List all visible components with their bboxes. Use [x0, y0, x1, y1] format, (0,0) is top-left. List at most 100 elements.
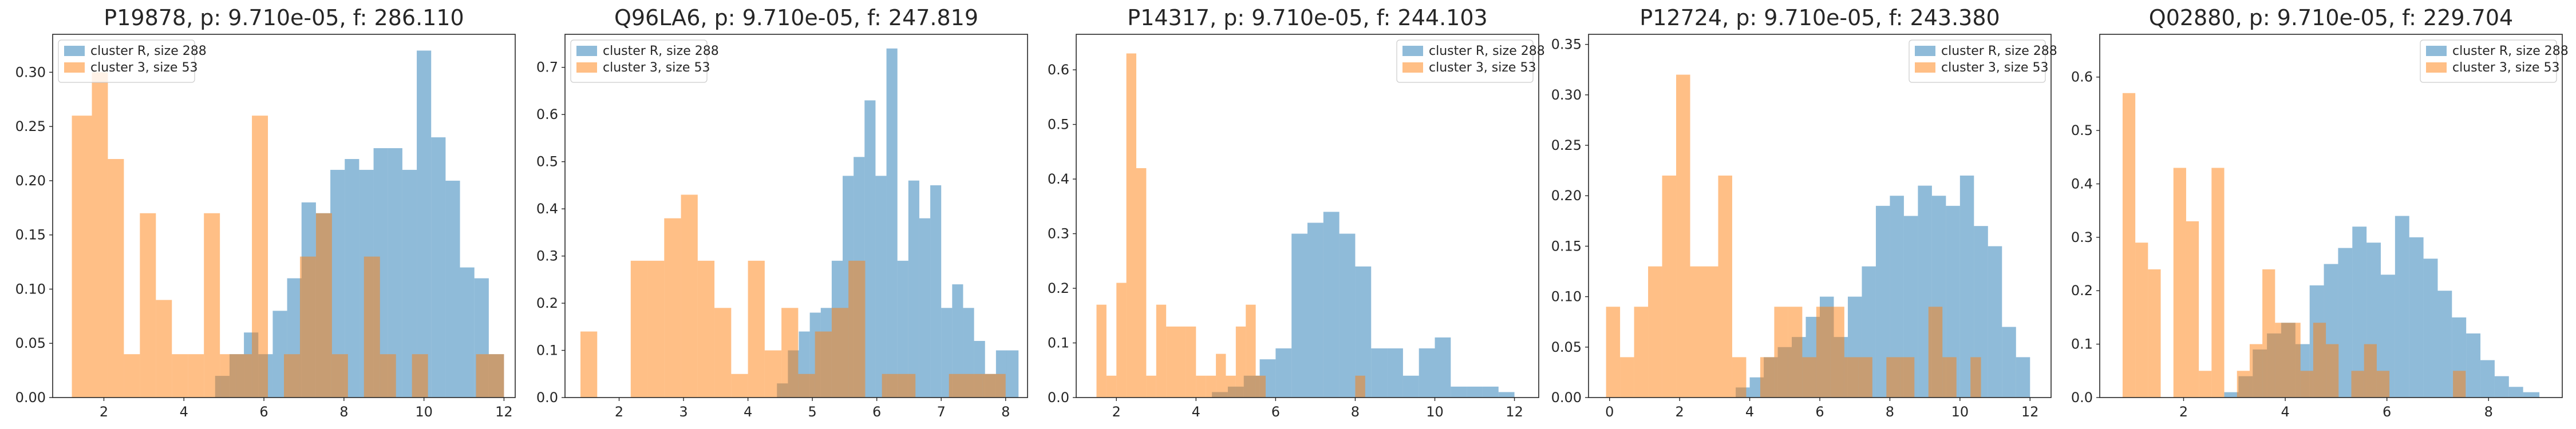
- y-tick-label: 0.15: [1551, 238, 1582, 254]
- x-tick-label: 12: [2021, 404, 2039, 420]
- histogram-bar: [140, 213, 156, 398]
- histogram-bar: [1387, 348, 1403, 398]
- histogram-bar: [1662, 175, 1677, 398]
- y-tick-label: 0.10: [1551, 289, 1582, 305]
- histogram-bar: [2275, 323, 2288, 398]
- histogram-bar: [2224, 392, 2239, 398]
- histogram-bar: [1006, 350, 1019, 398]
- histogram-bar: [2409, 237, 2424, 398]
- histogram-bar: [2122, 93, 2136, 398]
- histogram-bar: [412, 354, 428, 398]
- x-tick-label: 8: [339, 404, 348, 420]
- histogram-bar: [1718, 175, 1732, 398]
- y-tick-label: 0.3: [536, 248, 558, 264]
- x-tick-label: 4: [180, 404, 188, 420]
- plot-frame: [52, 34, 516, 398]
- histogram-bar: [417, 50, 432, 398]
- histogram-bar: [1096, 304, 1107, 398]
- histogram-bar: [1844, 357, 1859, 398]
- y-tick-label: 0.20: [1551, 188, 1582, 204]
- histogram-bar: [1816, 307, 1831, 398]
- legend-box: [58, 39, 195, 83]
- x-tick-label: 8: [1351, 404, 1360, 420]
- histogram-bar: [252, 116, 268, 398]
- legend: cluster R, size 288 cluster 3, size 53: [1909, 39, 2057, 83]
- y-tick-label: 0.3: [2071, 229, 2093, 245]
- series-cluster-3: [1096, 53, 1365, 398]
- histogram-bar: [630, 260, 648, 398]
- histogram-bar: [1451, 386, 1467, 398]
- y-tick-label: 0.7: [536, 59, 558, 76]
- histogram-bar: [156, 300, 172, 398]
- histogram-bar: [1704, 266, 1718, 398]
- histogram-bar: [1788, 307, 1803, 398]
- histogram-bar: [2199, 371, 2212, 398]
- histogram-bar: [1106, 375, 1117, 398]
- x-tick-label: 6: [259, 404, 268, 420]
- y-tick-label: 0.6: [2071, 69, 2093, 85]
- y-tick-label: 0.6: [1048, 62, 1069, 78]
- histogram-bar: [965, 374, 983, 398]
- histogram-bar: [1196, 375, 1206, 398]
- histogram-bar: [1732, 357, 1747, 398]
- histogram-bar: [1760, 357, 1775, 398]
- histogram-bar: [124, 354, 140, 398]
- histogram-bar: [952, 284, 963, 398]
- x-tick-label: 8: [1001, 404, 1010, 420]
- histogram-bar: [1186, 326, 1196, 398]
- histogram-bar: [445, 180, 460, 398]
- legend: cluster R, size 288 cluster 3, size 53: [58, 39, 207, 83]
- legend-label: cluster R, size 288: [1941, 44, 2057, 58]
- histogram-bar: [172, 354, 188, 398]
- y-tick-label: 0.4: [536, 201, 558, 217]
- histogram-bar: [1206, 375, 1216, 398]
- legend-swatch: [64, 62, 85, 73]
- series-cluster-r: [777, 48, 1019, 398]
- histogram-bar: [848, 260, 866, 398]
- y-tick-label: 0.25: [15, 118, 46, 134]
- histogram-bar: [1166, 326, 1176, 398]
- histogram-bar: [1371, 348, 1388, 398]
- histogram-bar: [1606, 307, 1621, 398]
- histogram-panel-5: Q02880, p: 9.710e-05, f: 229.704 2 4 6 8 0.0 0…: [2071, 5, 2569, 420]
- x-tick-label: 3: [679, 404, 688, 420]
- histogram-bar: [72, 116, 92, 398]
- histogram-bar: [647, 260, 665, 398]
- legend-label: cluster 3, size 53: [603, 61, 710, 75]
- histogram-bar: [1634, 307, 1649, 398]
- x-tick-label: 12: [495, 404, 513, 420]
- series-cluster-r: [1212, 212, 1515, 398]
- y-tick-label: 0.10: [15, 281, 46, 297]
- histogram-bar: [1136, 168, 1147, 398]
- histogram-bar: [2313, 323, 2326, 398]
- legend-box: [1396, 39, 1534, 83]
- plot-frame: [2099, 34, 2563, 398]
- histogram-bar: [875, 176, 887, 398]
- histogram-bar: [476, 354, 492, 398]
- histogram-bar: [364, 256, 380, 398]
- y-tick-label: 0.15: [15, 227, 46, 243]
- histogram-bar: [2376, 371, 2390, 398]
- bars-group: [1096, 53, 1515, 398]
- chart-title: P14317, p: 9.710e-05, f: 244.103: [1127, 5, 1487, 30]
- histogram-bar: [908, 180, 919, 398]
- histogram-bar: [1690, 266, 1704, 398]
- y-tick-label: 0.3: [1048, 226, 1069, 242]
- histogram-bar: [949, 374, 966, 398]
- bars-group: [72, 50, 504, 398]
- legend-swatch: [2426, 46, 2447, 56]
- histogram-bar: [2523, 392, 2540, 398]
- histogram-bar: [2508, 387, 2523, 398]
- histogram-bar: [380, 354, 396, 398]
- x-tick-label: 8: [2484, 404, 2493, 420]
- histogram-bar: [2249, 344, 2263, 398]
- histogram-bar: [1970, 357, 1981, 398]
- chart-title: P19878, p: 9.710e-05, f: 286.110: [104, 5, 464, 30]
- bars-group: [2122, 93, 2540, 398]
- histogram-bar: [2211, 168, 2225, 398]
- histogram-bar: [764, 350, 782, 398]
- histogram-bar: [2186, 221, 2199, 398]
- legend-label: cluster 3, size 53: [2452, 61, 2559, 75]
- y-tick-label: 0.5: [536, 154, 558, 170]
